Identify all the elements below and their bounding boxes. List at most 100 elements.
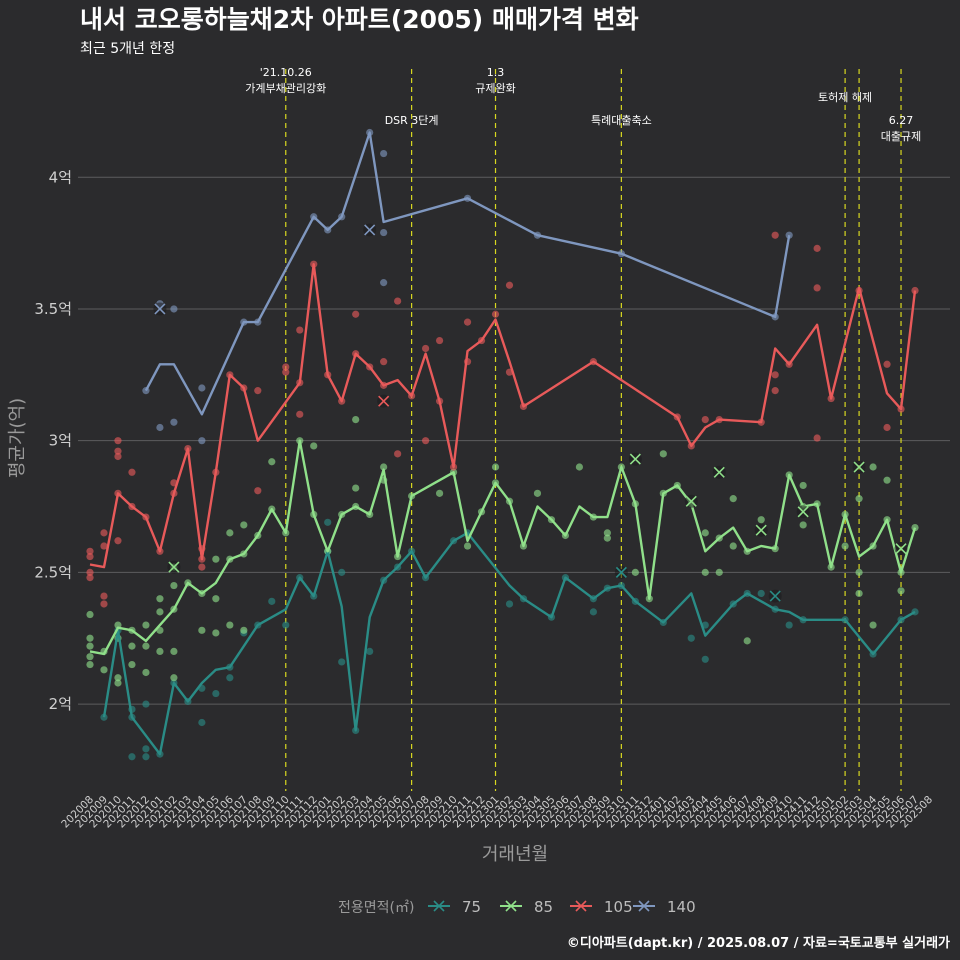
point-75 [785,621,793,629]
point-105 [380,358,388,366]
event-label: 규제완화 [475,82,515,95]
point-105 [282,363,290,371]
point-75 [142,700,150,708]
point-105 [86,568,94,576]
highlight-marker-75 [614,565,628,579]
event-label: '21.10.26 [260,66,312,79]
y-axis-title: 평균가(억) [7,398,28,478]
point-85 [799,481,807,490]
point-105 [86,547,94,555]
point-140 [380,149,388,158]
point-85 [603,534,611,542]
point-105 [883,423,891,432]
point-85 [198,626,206,634]
y-tick-label: 2.5억 [34,563,72,581]
point-75 [589,608,598,616]
point-85 [729,495,737,503]
point-105 [114,537,122,545]
legend-label: 85 [534,898,553,916]
point-105 [114,437,122,445]
point-105 [282,368,290,376]
point-105 [128,468,136,476]
legend-item-75: 75 [428,898,481,916]
source-caption: ©디아파트(dapt.kr) / 2025.08.07 / 자료=국토교통부 실… [567,935,950,951]
event-label: 1.3 [487,66,505,79]
point-85 [240,521,248,529]
point-85 [855,589,863,598]
point-85 [352,484,360,492]
point-85 [114,679,122,687]
point-85 [659,450,667,458]
point-85 [240,626,248,634]
point-140 [198,384,206,392]
point-105 [422,344,430,353]
point-85 [86,634,94,642]
point-105 [394,297,402,305]
point-105 [86,574,94,582]
series-lines [89,131,917,756]
point-85 [100,666,108,674]
point-105 [883,360,891,368]
event-label: 6.27 [889,114,914,127]
point-75 [142,753,150,761]
point-85 [869,463,877,471]
point-75 [701,655,709,663]
point-75 [198,718,206,727]
x-axis-ticks: 2020082020092020102020112020122021012021… [59,793,935,830]
point-85 [156,595,164,603]
point-85 [128,642,136,650]
chart-title: 내서 코오롱하늘채2차 아파트(2005) 매매가격 변화 [80,5,639,34]
point-105 [491,310,500,318]
point-85 [435,489,444,497]
point-75 [687,634,695,642]
point-85 [212,595,220,603]
y-tick-label: 3.5억 [34,300,72,318]
legend-label: 140 [667,898,696,916]
point-85 [114,674,122,682]
event-label: DSR 3단계 [385,114,439,127]
y-axis-ticks: 2억 2.5억 3억 3.5억 4억 [34,168,72,713]
point-105 [701,415,709,424]
highlight-marker-140 [363,223,377,237]
point-85 [603,529,611,537]
series-line-140 [144,131,791,416]
highlight-marker-85 [684,494,698,508]
point-105 [813,244,821,252]
y-tick-label: 2억 [49,695,72,713]
point-85 [715,568,723,576]
point-105 [114,452,122,461]
highlight-marker-75 [768,589,782,603]
point-140 [380,228,388,237]
x-axis-title: 거래년월 [482,844,548,865]
point-85 [869,621,877,629]
point-85 [855,568,863,576]
point-75 [128,753,136,761]
event-label: 토허제 해제 [818,90,872,104]
legend-item-140: 140 [633,898,696,916]
point-85 [883,476,891,484]
point-85 [533,489,542,497]
highlight-marker-105 [377,394,391,408]
point-105 [86,552,94,561]
point-105 [198,563,206,571]
point-85 [799,521,807,529]
point-75 [324,518,332,526]
point-105 [813,434,821,442]
point-85 [212,555,220,563]
legend: 전용면적(㎡) 75 85 105 140 [338,898,696,916]
point-85 [142,621,150,629]
highlight-marker-85 [894,542,908,556]
point-140 [198,437,206,445]
point-105 [463,318,472,326]
point-105 [296,410,304,418]
legend-label: 105 [604,898,633,916]
point-85 [86,642,94,650]
point-140 [170,305,178,313]
highlight-marker-140 [153,302,167,316]
series-line-105 [89,263,917,569]
point-75 [757,589,765,598]
highlight-marker-85 [167,560,181,574]
point-85 [897,587,905,595]
point-85 [142,642,150,650]
